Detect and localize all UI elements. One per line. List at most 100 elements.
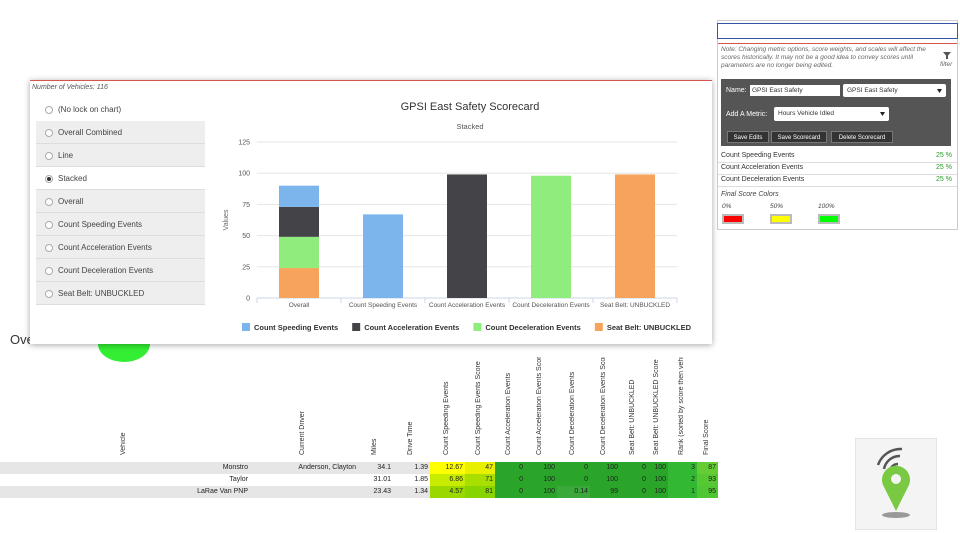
vehicle-count: Number of Vehicles: 116 bbox=[32, 84, 108, 91]
colors-title: Final Score Colors bbox=[721, 191, 779, 198]
color-swatch[interactable] bbox=[770, 214, 792, 224]
radio bbox=[45, 198, 53, 206]
metric-weight: 25 % bbox=[936, 176, 952, 183]
table-cell: 0 bbox=[620, 462, 648, 474]
legend-label[interactable]: Seat Belt: UNBUCKLED bbox=[607, 323, 692, 332]
metric-name: Count Acceleration Events bbox=[721, 164, 804, 171]
chart-option[interactable]: Seat Belt: UNBUCKLED bbox=[36, 282, 205, 305]
chart-option[interactable]: Stacked bbox=[36, 167, 213, 190]
metric-row: Count Acceleration Events 25 % bbox=[718, 162, 957, 175]
stop-label: 100% bbox=[818, 203, 835, 210]
table-cell: 100 bbox=[525, 474, 557, 486]
y-tick-label: 0 bbox=[246, 296, 250, 303]
table-cell: Taylor bbox=[229, 476, 248, 483]
metric-weight: 25 % bbox=[936, 164, 952, 171]
table-cell: Monstro bbox=[222, 464, 248, 471]
chart-option[interactable]: Line bbox=[36, 144, 205, 167]
column-header[interactable]: Count Speeding Events bbox=[442, 381, 450, 455]
column-header[interactable]: Seat Belt: UNBUCKLED bbox=[629, 379, 636, 455]
search-input[interactable] bbox=[717, 23, 958, 39]
table-cell: 47 bbox=[465, 462, 495, 474]
radio bbox=[45, 106, 53, 114]
table-cell bbox=[250, 486, 358, 498]
metric-select[interactable]: Hours Vehicle Idled bbox=[774, 107, 889, 121]
color-swatch[interactable] bbox=[722, 214, 744, 224]
table-cell: 100 bbox=[648, 474, 668, 486]
bar bbox=[279, 206, 319, 237]
table-cell bbox=[250, 474, 358, 486]
stop-label: 50% bbox=[770, 203, 784, 210]
table-cell: 87 bbox=[697, 462, 718, 474]
stop-label: 0% bbox=[722, 203, 732, 210]
table-cell: 12.67 bbox=[430, 462, 465, 474]
table-cell: 100 bbox=[590, 474, 620, 486]
column-header[interactable]: Current Driver bbox=[299, 411, 306, 455]
filter-icon[interactable] bbox=[943, 52, 951, 59]
scorecard-select[interactable]: GPSI East Safety bbox=[843, 84, 946, 97]
table-cell: 0.14 bbox=[557, 486, 590, 498]
radio bbox=[45, 175, 53, 183]
metric-name: Count Speeding Events bbox=[721, 152, 795, 159]
divider bbox=[718, 43, 957, 44]
x-tick-label-box: Count Acceleration Events bbox=[429, 302, 505, 309]
column-header[interactable]: Final Score bbox=[702, 419, 710, 455]
table-cell: 1 bbox=[668, 486, 697, 498]
table-cell: 31.01 bbox=[373, 476, 391, 483]
table-cell: 0 bbox=[495, 486, 525, 498]
button[interactable]: Save Scorecard bbox=[771, 131, 827, 143]
legend-label[interactable]: Count Acceleration Events bbox=[364, 323, 459, 332]
button[interactable]: Delete Scorecard bbox=[831, 131, 893, 143]
x-tick-label-box: Count Speeding Events bbox=[348, 302, 418, 309]
chart-options: (No lock on chart) Overall Combined Line St… bbox=[30, 98, 213, 308]
scorecard-panel: Note: Changing metric options, score wei… bbox=[717, 20, 958, 230]
table-cell: 100 bbox=[590, 462, 620, 474]
table-cell: 1.39 bbox=[414, 464, 428, 471]
button[interactable]: Save Edits bbox=[727, 131, 769, 143]
table-cell: 95 bbox=[697, 486, 718, 498]
radio bbox=[45, 290, 53, 298]
legend-label[interactable]: Count Deceleration Events bbox=[485, 323, 580, 332]
x-tick-label-box: Seat Belt: UNBUCKLED bbox=[599, 302, 671, 309]
table-cell: 3 bbox=[668, 462, 697, 474]
bar bbox=[447, 174, 487, 298]
table-cell: 0 bbox=[620, 474, 648, 486]
dropdown-caret bbox=[937, 89, 942, 93]
x-tick-label: Seat Belt: UNBUCKLED bbox=[599, 302, 671, 309]
chart-option[interactable]: Overall bbox=[36, 190, 205, 213]
column-header[interactable]: Seat Belt: UNBUCKLED Score bbox=[653, 359, 660, 455]
column-header[interactable]: Vehicle bbox=[120, 432, 127, 455]
legend-swatch bbox=[473, 323, 482, 331]
x-tick-label: Count Speeding Events bbox=[348, 302, 418, 309]
color-swatch[interactable] bbox=[818, 214, 840, 224]
chart-option[interactable]: Count Acceleration Events bbox=[36, 236, 205, 259]
name-input[interactable]: GPSI East Safety bbox=[750, 85, 840, 96]
x-tick-label: Overall bbox=[288, 302, 310, 309]
table-cell: 99 bbox=[590, 486, 620, 498]
table-cell: 1.85 bbox=[414, 476, 428, 483]
radio bbox=[45, 221, 53, 229]
chart-option[interactable]: Count Speeding Events bbox=[36, 213, 205, 236]
table-cell: 23.43 bbox=[373, 488, 391, 495]
column-header[interactable]: Count Deceleration Events Score bbox=[600, 357, 607, 455]
table-cell: 100 bbox=[648, 486, 668, 498]
column-header[interactable]: Count Acceleration Events Score bbox=[536, 357, 543, 455]
column-header[interactable]: Miles bbox=[370, 438, 378, 455]
y-tick-label: 100 bbox=[238, 171, 250, 178]
x-tick-label-box: Count Deceleration Events bbox=[512, 302, 590, 309]
selected-arrow bbox=[205, 167, 213, 189]
chart-option[interactable]: Count Deceleration Events bbox=[36, 259, 205, 282]
column-header[interactable]: Count Speeding Events Score bbox=[475, 361, 482, 455]
legend-label[interactable]: Count Speeding Events bbox=[254, 323, 338, 332]
editor-box: Name: GPSI East Safety GPSI East Safety … bbox=[721, 79, 951, 146]
column-header[interactable]: Count Deceleration Events bbox=[568, 371, 576, 455]
column-header[interactable]: Drive Time bbox=[406, 421, 414, 455]
filter-label[interactable]: filter bbox=[940, 61, 953, 68]
chart-popup: Number of Vehicles: 116 (No lock on char… bbox=[30, 80, 712, 344]
chart-option[interactable]: Overall Combined bbox=[36, 121, 205, 144]
column-header[interactable]: Count Acceleration Events bbox=[505, 372, 512, 455]
x-tick-label: Count Deceleration Events bbox=[512, 302, 590, 309]
chart-option[interactable]: (No lock on chart) bbox=[36, 98, 205, 121]
y-tick-label: 25 bbox=[242, 264, 250, 271]
column-header[interactable]: Rank (sorted by score then vehi bbox=[677, 357, 685, 455]
table-cell: 34.1 bbox=[377, 464, 391, 471]
